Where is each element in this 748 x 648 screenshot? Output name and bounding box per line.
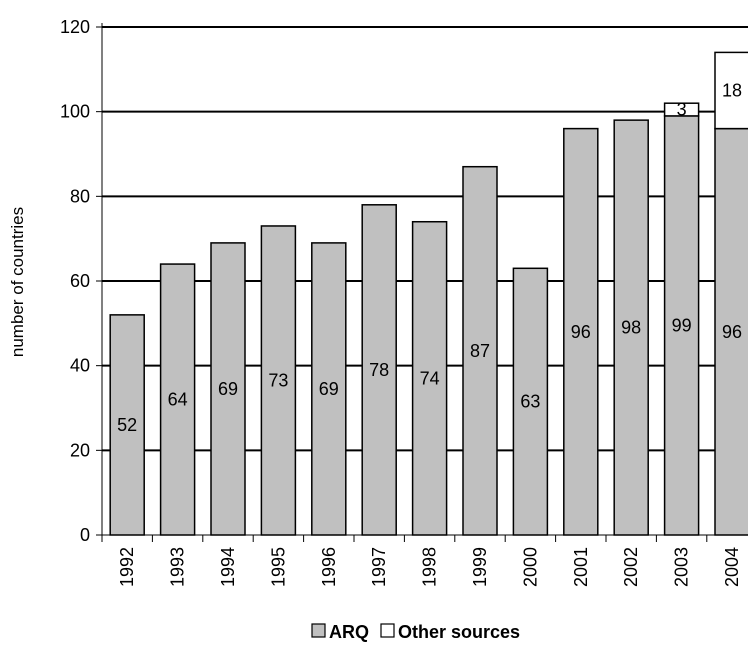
data-label: 64	[168, 390, 188, 410]
bar-arq	[462, 165, 498, 536]
x-tick-labels: 1992 1993 1994 1995 1996 1997 1998 1999 2000 2001…	[117, 547, 742, 587]
x-tick-label: 2001	[571, 547, 591, 587]
bar-other-sources	[663, 102, 700, 117]
axes	[96, 23, 748, 542]
x-tick-label: 2003	[672, 547, 692, 587]
x-tick-label: 1996	[319, 547, 339, 587]
data-label: 18	[722, 81, 742, 101]
data-label: 98	[621, 318, 641, 338]
data-label: 99	[672, 315, 692, 335]
x-tick-label: 1994	[218, 547, 238, 587]
x-tick-label: 2002	[621, 547, 641, 587]
x-tick-label: 1995	[268, 547, 288, 587]
data-label: 52	[117, 415, 137, 435]
legend-label: ARQ	[329, 622, 369, 642]
bar-arq	[210, 242, 246, 536]
y-tick-label: 20	[70, 440, 90, 460]
data-label: 96	[571, 322, 591, 342]
y-tick-label: 40	[70, 356, 90, 376]
data-label: 78	[369, 360, 389, 380]
x-tick-label: 2000	[520, 547, 540, 587]
bar-arq	[613, 119, 649, 536]
y-axis-title: number of countries	[8, 207, 27, 357]
legend-label: Other sources	[398, 622, 520, 642]
x-tick-label: 1997	[369, 547, 389, 587]
y-tick-label: 80	[70, 186, 90, 206]
bar-other-sources	[714, 51, 748, 130]
y-tick-label: 120	[60, 17, 90, 37]
y-tick-label: 60	[70, 271, 90, 291]
data-label: 73	[268, 370, 288, 390]
bar-arq	[411, 220, 448, 536]
legend-swatch	[380, 623, 395, 638]
y-tick-label: 0	[80, 525, 90, 545]
data-labels: 52 64 69 73 69 78 74 87 63 96 98 99 96 3 18	[117, 81, 742, 435]
x-tick-label: 1993	[168, 547, 188, 587]
bar-arq	[563, 127, 599, 536]
bars	[109, 51, 748, 536]
x-tick-label: 1998	[420, 547, 440, 587]
y-tick-labels: 0 20 40 60 80 100 120	[60, 17, 90, 545]
x-tick-label: 2004	[722, 547, 742, 587]
x-tick-label: 1992	[117, 547, 137, 587]
data-label: 96	[722, 322, 742, 342]
legend-swatch	[311, 623, 326, 638]
data-label: 69	[319, 379, 339, 399]
y-tick-label: 100	[60, 102, 90, 122]
data-label: 74	[420, 368, 440, 388]
data-label: 63	[520, 392, 540, 412]
x-tick-label: 1999	[470, 547, 490, 587]
data-label: 87	[470, 341, 490, 361]
bar-arq	[311, 242, 347, 536]
bar-arq	[159, 263, 196, 536]
data-label: 69	[218, 379, 238, 399]
bar-arq	[361, 204, 397, 536]
data-label: 3	[677, 100, 687, 120]
legend: ARQ Other sources	[311, 622, 520, 642]
bar-arq	[714, 127, 748, 536]
